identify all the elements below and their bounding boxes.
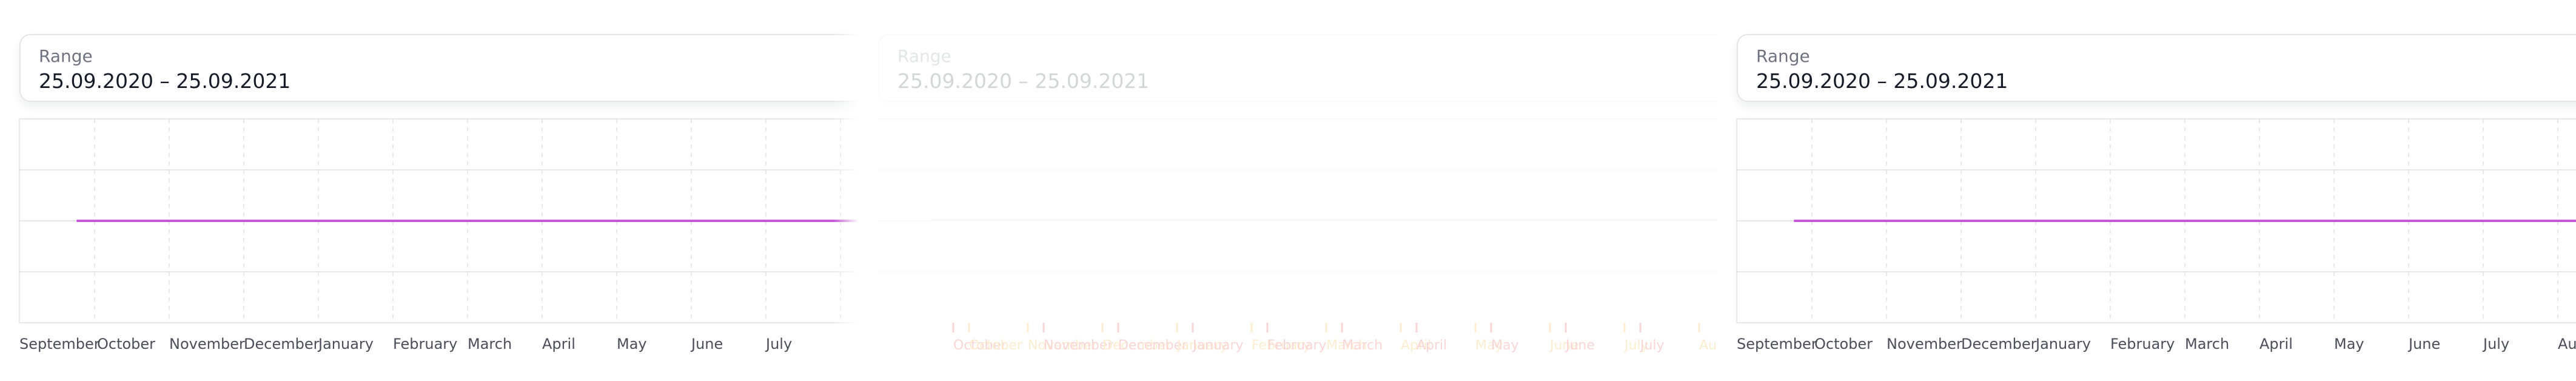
transition-month-label: October xyxy=(969,338,1023,353)
range-value[interactable]: 25.09.2020 – 25.09.2021 xyxy=(1756,69,2008,93)
x-axis-month-label: Aug xyxy=(2558,335,2576,352)
range-label: Range xyxy=(39,46,93,66)
range-picker-card[interactable]: Range 25.09.2020 – 25.09.2021 xyxy=(19,34,859,102)
transition-month-label: November xyxy=(1044,338,1113,353)
transition-month-label: May xyxy=(1491,338,1518,353)
x-axis-month-label: December xyxy=(1961,335,2037,352)
x-axis-month-label: April xyxy=(542,335,575,352)
x-axis-month-label: January xyxy=(317,335,374,352)
range-label: Range xyxy=(1756,46,1810,66)
x-axis-month-label: July xyxy=(2482,335,2509,352)
range-value[interactable]: 25.09.2020 – 25.09.2021 xyxy=(39,69,291,93)
chart-transition-frame: Range 25.09.2020 – 25.09.2021 October Oct… xyxy=(859,0,1717,381)
x-axis-month-label: March xyxy=(2185,335,2229,352)
transition-month-label: July xyxy=(1623,338,1649,353)
x-axis-month-label: October xyxy=(97,335,155,352)
range-value[interactable]: 25.09.2020 – 25.09.2021 xyxy=(897,69,1150,93)
x-axis-month-label: May xyxy=(2334,335,2364,352)
x-axis-month-label: September xyxy=(1737,335,1817,352)
transition-month-label: March xyxy=(1342,338,1383,353)
transition-month-label: November xyxy=(1028,338,1098,353)
x-axis-month-label: April xyxy=(2259,335,2293,352)
transition-month-label: February xyxy=(1252,338,1311,353)
transition-month-label: April xyxy=(1401,338,1431,353)
transition-month-label: July xyxy=(1639,338,1665,353)
transition-month-label: December xyxy=(1118,338,1188,353)
range-picker-card[interactable]: Range 25.09.2020 – 25.09.2021 xyxy=(1737,34,2576,102)
x-axis-month-label: November xyxy=(1887,335,1962,352)
transition-month-label: April xyxy=(1417,338,1447,353)
x-axis-month-label: June xyxy=(690,335,723,352)
transition-month-label: May xyxy=(1475,338,1503,353)
transition-month-label: January xyxy=(1192,338,1243,353)
transition-month-label: January xyxy=(1176,338,1227,353)
x-axis-month-label: June xyxy=(2407,335,2440,352)
range-picker-card[interactable]: Range 25.09.2020 – 25.09.2021 xyxy=(878,34,1717,102)
transition-month-label: October xyxy=(953,338,1007,353)
transition-month-label: Au xyxy=(1699,338,1717,353)
x-axis-month-label: February xyxy=(393,335,457,352)
x-axis-month-label: September xyxy=(19,335,100,352)
transition-month-label: December xyxy=(1102,338,1172,353)
x-axis-month-label: February xyxy=(2110,335,2175,352)
transition-month-label: March xyxy=(1326,338,1367,353)
x-axis-month-label: July xyxy=(765,335,792,352)
x-axis-month-label: December xyxy=(244,335,320,352)
transition-month-label: June xyxy=(1549,338,1579,353)
x-axis-month-label: January xyxy=(2034,335,2091,352)
x-axis-month-label: May xyxy=(617,335,647,352)
x-axis-month-label: October xyxy=(1814,335,1873,352)
transition-month-label: February xyxy=(1267,338,1327,353)
chart-frame-right: Range 25.09.2020 – 25.09.2021 September O… xyxy=(1717,0,2576,381)
chart-frame-left: Range 25.09.2020 – 25.09.2021 September O… xyxy=(0,0,859,381)
x-axis-month-label: November xyxy=(169,335,245,352)
x-axis-month-label: March xyxy=(468,335,512,352)
range-label: Range xyxy=(897,46,951,66)
transition-month-label: June xyxy=(1565,338,1595,353)
